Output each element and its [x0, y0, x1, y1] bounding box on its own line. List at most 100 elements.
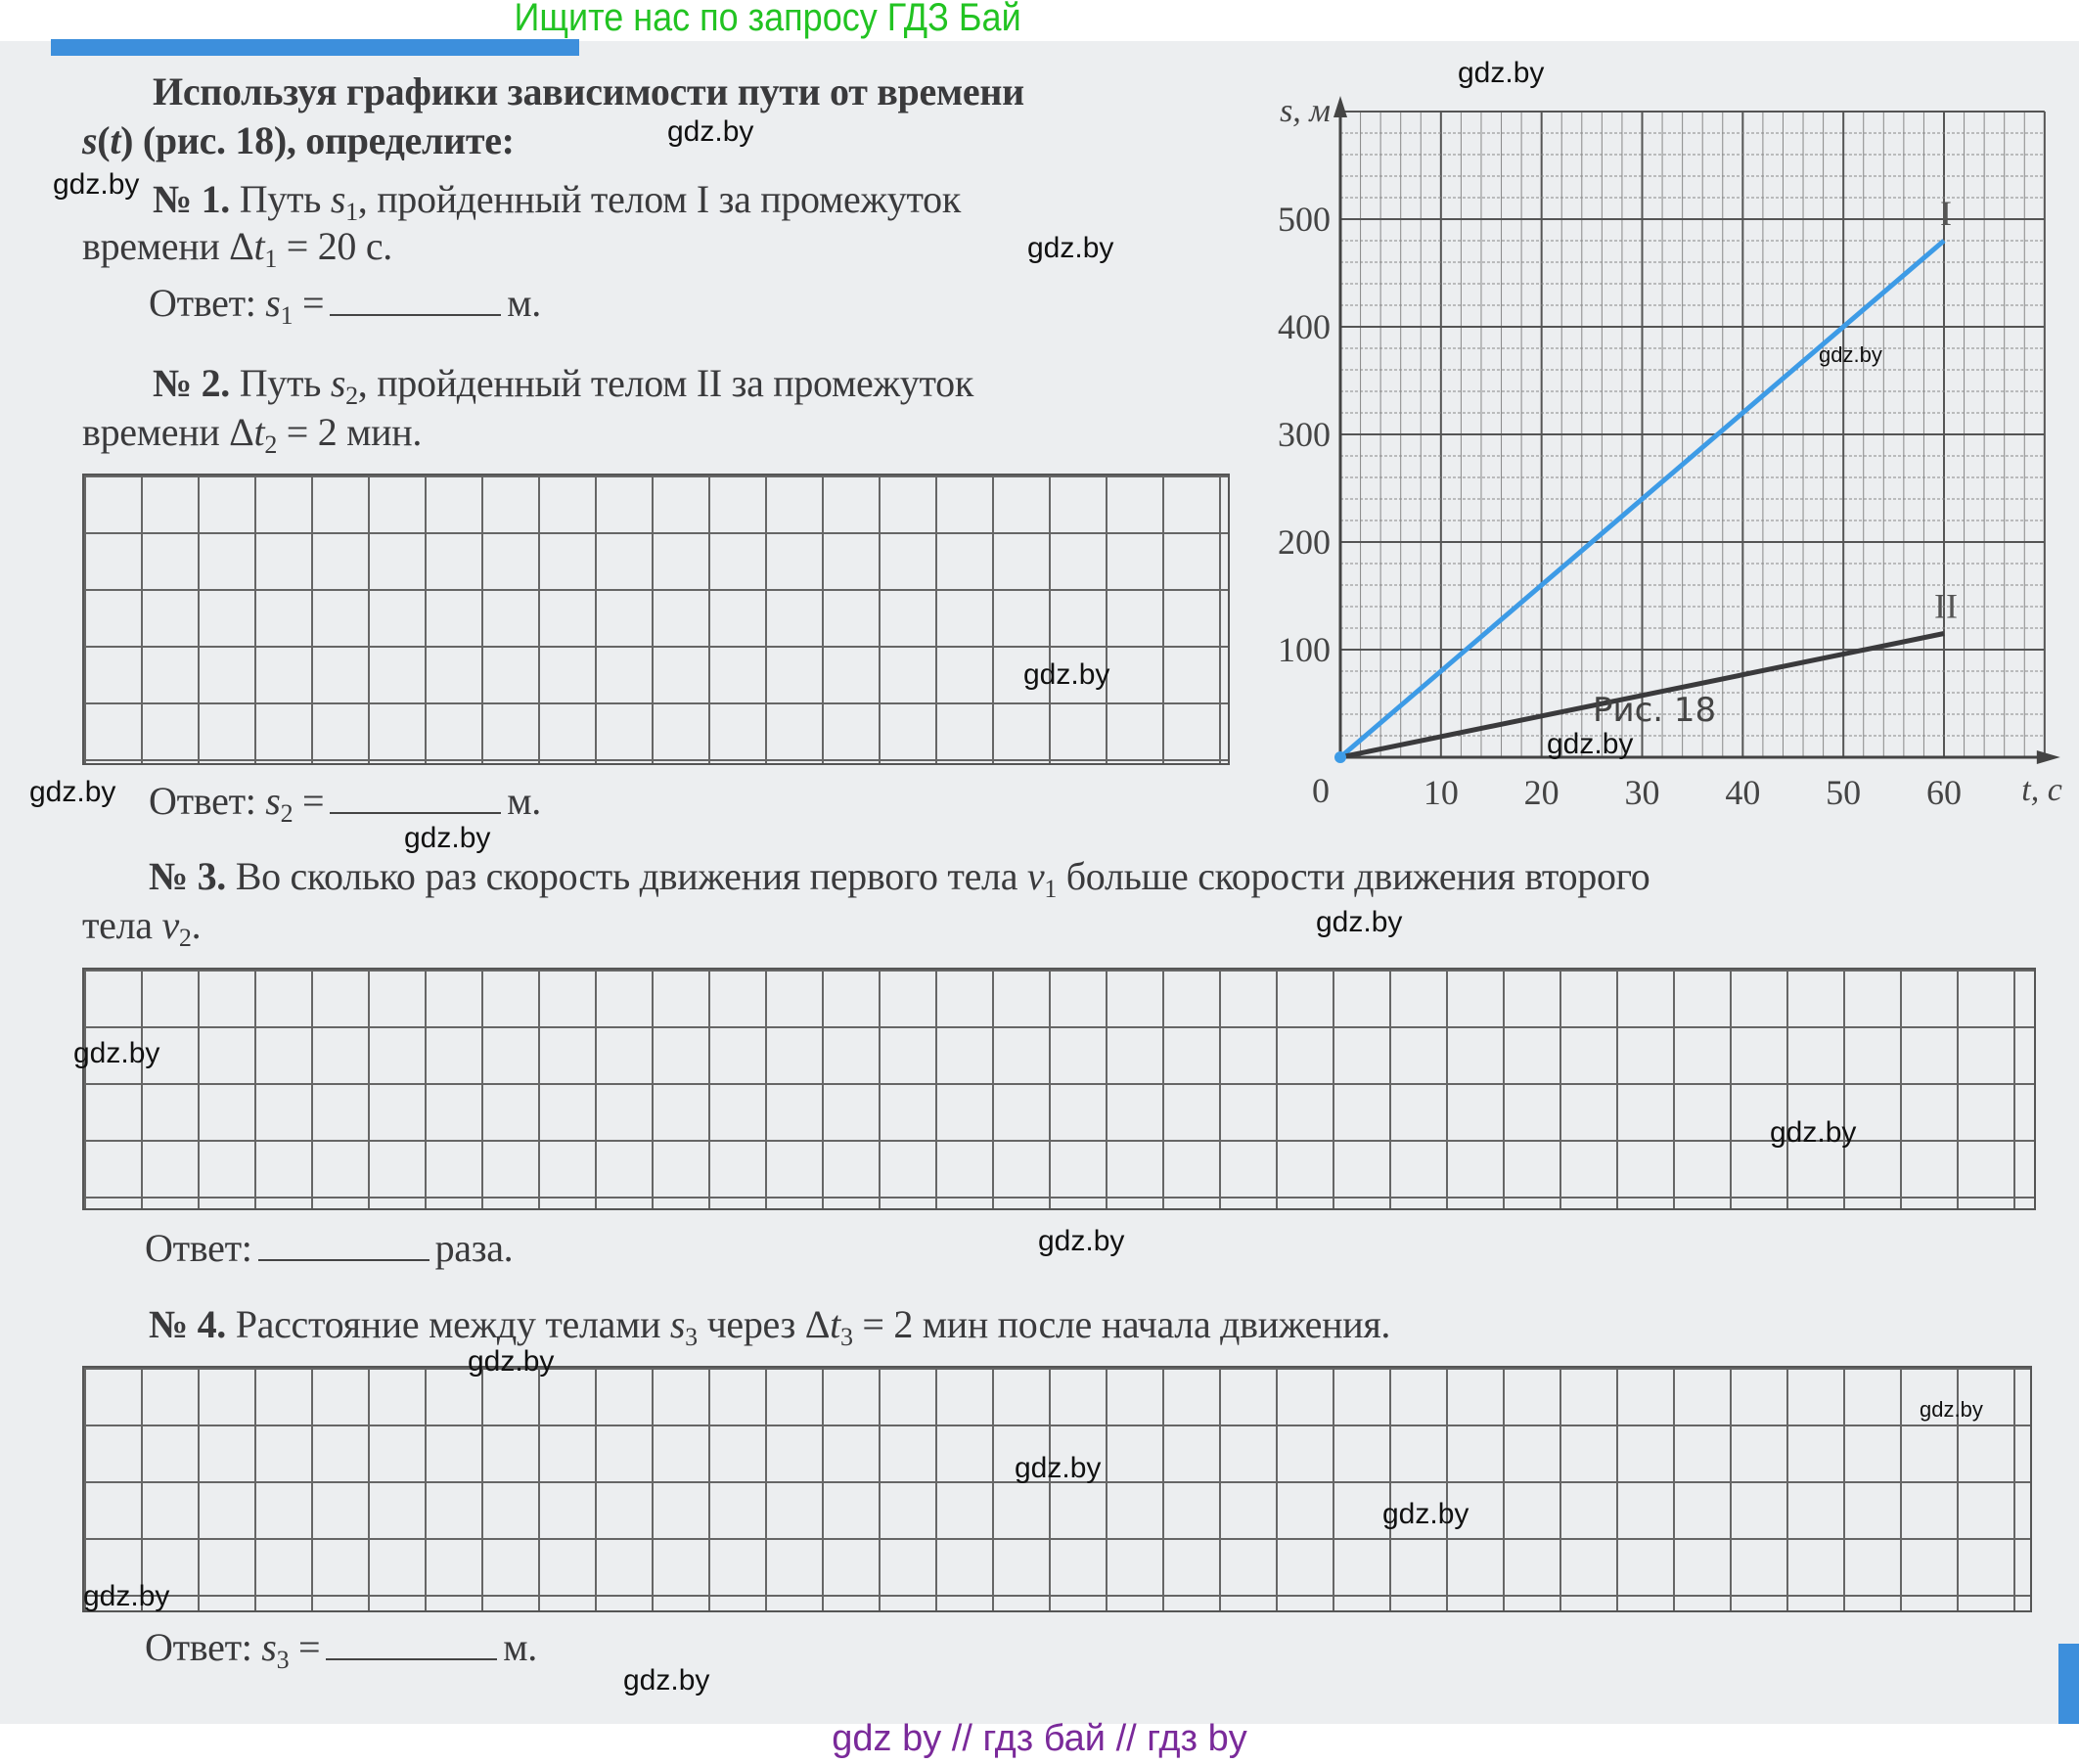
text-fragment: t — [110, 118, 121, 162]
answer4-text: Ответ: s3 = м. — [145, 1624, 537, 1675]
origin-label: 0 — [1312, 771, 1330, 810]
text-fragment: Ответ: — [145, 1625, 262, 1669]
y-axis-arrow — [1333, 96, 1347, 117]
text-fragment: Ответ: — [149, 779, 266, 823]
origin-point — [1334, 751, 1346, 763]
text-fragment: s — [330, 361, 346, 405]
text-fragment: Путь — [230, 361, 331, 405]
answer2-text: Ответ: s2 = м. — [149, 778, 541, 829]
text-fragment: через Δ — [697, 1302, 831, 1346]
watermark: gdz.by — [1015, 1452, 1102, 1484]
answer-grid-task3 — [82, 968, 2036, 1210]
text-fragment: = — [289, 1625, 321, 1669]
watermark: gdz.by — [1023, 658, 1110, 691]
watermark: gdz.by — [1038, 1225, 1125, 1257]
text-fragment: v — [1026, 854, 1045, 898]
text-fragment: № 3. — [149, 854, 226, 898]
task3-1-text: № 3. Во сколько раз скорость движения пе… — [149, 853, 1650, 904]
site-banner[interactable]: Ищите нас по запросу ГДЗ Бай — [514, 0, 1021, 39]
y-axis-label: s, м — [1280, 93, 1331, 129]
watermark: gdz.by — [73, 1037, 160, 1069]
watermark: gdz.by — [1770, 1116, 1857, 1149]
section-header-bar — [51, 39, 579, 56]
text-fragment: s — [330, 177, 346, 221]
answer1-text: Ответ: s1 = м. — [149, 280, 541, 331]
subscript: 2 — [280, 799, 294, 828]
answer-blank[interactable] — [330, 783, 502, 814]
subscript: 1 — [264, 245, 278, 273]
text-fragment: времени Δ — [82, 410, 254, 454]
answer3-text: Ответ: раза. — [145, 1225, 514, 1271]
intro-1-text: Используя графики зависимости пути от вр… — [153, 68, 1024, 114]
page-edge-tab — [2058, 1644, 2079, 1724]
task4-1-text: № 4. Расстояние между телами s3 через Δt… — [149, 1301, 1390, 1352]
subscript: 3 — [276, 1646, 290, 1674]
series-label-I: I — [1940, 194, 1952, 233]
text-fragment: Путь — [230, 177, 331, 221]
watermark: gdz.by — [1382, 1498, 1469, 1530]
task2-2-text: времени Δt2 = 2 мин. — [82, 409, 422, 460]
answer-blank[interactable] — [326, 1629, 498, 1660]
subscript: 2 — [178, 924, 192, 952]
text-fragment: s — [669, 1302, 686, 1346]
answer-blank[interactable] — [257, 1230, 429, 1261]
text-fragment: , пройденный телом I за промежуток — [357, 177, 961, 221]
text-fragment: ) (рис. 18), определите: — [120, 118, 515, 162]
x-tick-label: 30 — [1625, 773, 1660, 812]
subscript: 3 — [685, 1323, 698, 1351]
x-tick-label: 50 — [1826, 773, 1861, 812]
x-tick-label: 40 — [1725, 773, 1760, 812]
y-tick-label: 500 — [1278, 200, 1331, 239]
text-fragment: s — [265, 281, 281, 325]
text-fragment: = 2 мин. — [277, 410, 423, 454]
subscript: 1 — [345, 198, 358, 226]
text-fragment: s — [82, 118, 98, 162]
text-fragment: Ответ: — [149, 281, 266, 325]
text-fragment: Во сколько раз скорость движения первого… — [226, 854, 1027, 898]
subscript: 1 — [1044, 875, 1058, 903]
watermark: gdz.by — [667, 115, 754, 148]
text-fragment: = — [293, 779, 325, 823]
subscript: 2 — [345, 382, 358, 410]
text-fragment: тела — [82, 903, 162, 947]
text-fragment: = 20 с. — [277, 224, 393, 268]
watermark: gdz.by — [53, 168, 140, 201]
answer-blank[interactable] — [330, 285, 502, 316]
text-fragment: = — [293, 281, 325, 325]
y-tick-label: 400 — [1278, 307, 1331, 346]
series-line-II — [1339, 631, 1945, 760]
y-tick-label: 100 — [1278, 630, 1331, 669]
watermark: gdz.by — [623, 1664, 710, 1696]
text-fragment: м. — [503, 1625, 537, 1669]
text-fragment: Расстояние между телами — [226, 1302, 670, 1346]
text-fragment: № 1. — [153, 177, 230, 221]
watermark: gdz.by — [1819, 342, 1882, 367]
x-axis-label: t, с — [2021, 772, 2062, 808]
text-fragment: v — [161, 903, 179, 947]
text-fragment: = 2 мин после начала движения. — [852, 1302, 1391, 1346]
watermark: gdz.by — [1027, 232, 1114, 264]
text-fragment: ( — [97, 118, 111, 162]
text-fragment: Используя графики зависимости пути от вр… — [153, 69, 1024, 113]
task3-2-text: тела v2. — [82, 902, 202, 953]
subscript: 3 — [839, 1323, 853, 1351]
text-fragment: t — [253, 224, 265, 268]
site-footer[interactable]: gdz by // гдз бай // гдз by — [832, 1718, 1247, 1759]
text-fragment: № 2. — [153, 361, 230, 405]
text-fragment: больше скорости движения второго — [1057, 854, 1650, 898]
watermark: gdz.by — [404, 822, 491, 854]
x-axis-arrow — [2036, 750, 2060, 764]
subscript: 2 — [264, 430, 278, 459]
subscript: 1 — [280, 301, 294, 330]
text-fragment: t — [830, 1302, 840, 1346]
text-fragment: t — [253, 410, 265, 454]
watermark: gdz.by — [1458, 57, 1545, 89]
watermark: gdz.by — [83, 1580, 170, 1612]
text-fragment: № 4. — [149, 1302, 226, 1346]
answer-grid-task4 — [82, 1366, 2032, 1612]
text-fragment: Ответ: — [145, 1226, 252, 1270]
watermark: gdz.by — [1920, 1397, 1983, 1422]
text-fragment: времени Δ — [82, 224, 254, 268]
intro-2-text: s(t) (рис. 18), определите: — [82, 117, 515, 163]
text-fragment: s — [261, 1625, 277, 1669]
